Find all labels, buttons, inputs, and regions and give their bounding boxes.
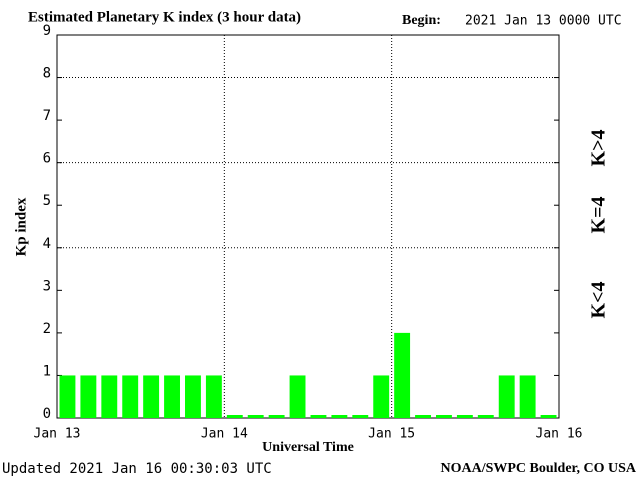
x-tick-label: Jan 15 bbox=[368, 427, 415, 442]
bar bbox=[80, 375, 97, 418]
bar bbox=[373, 375, 390, 418]
bar bbox=[247, 415, 264, 418]
bar bbox=[498, 375, 515, 418]
x-tick-label: Jan 14 bbox=[201, 427, 248, 442]
begin-label: Begin: bbox=[402, 13, 441, 28]
y-tick-label: 4 bbox=[43, 236, 51, 252]
y-tick-label: 2 bbox=[43, 321, 51, 337]
y-axis-label: Kp index bbox=[13, 197, 29, 256]
bar bbox=[289, 375, 306, 418]
y-tick-label: 9 bbox=[43, 23, 51, 39]
bar bbox=[519, 375, 536, 418]
y-tick-label: 1 bbox=[43, 363, 51, 379]
bar bbox=[268, 415, 285, 418]
legend-entry: K>4 bbox=[588, 130, 610, 167]
plot-frame bbox=[56, 34, 560, 419]
bar bbox=[185, 375, 201, 418]
y-tick-label: 5 bbox=[43, 193, 51, 209]
legend-entry: K=4 bbox=[588, 197, 610, 234]
bar bbox=[164, 375, 180, 418]
y-tick-label: 6 bbox=[43, 151, 51, 167]
begin-value: 2021 Jan 13 0000 UTC bbox=[465, 14, 622, 29]
bar bbox=[415, 415, 431, 418]
bar bbox=[101, 375, 118, 418]
bar bbox=[456, 415, 473, 418]
bar bbox=[205, 375, 222, 418]
bar bbox=[226, 415, 243, 418]
bar bbox=[122, 375, 139, 418]
x-tick-label: Jan 13 bbox=[34, 427, 81, 442]
x-tick-label: Jan 16 bbox=[536, 427, 583, 442]
bar bbox=[331, 415, 348, 418]
y-tick-label: 3 bbox=[43, 278, 51, 294]
source: NOAA/SWPC Boulder, CO USA bbox=[440, 461, 636, 476]
bar bbox=[436, 415, 452, 418]
y-tick-label: 0 bbox=[43, 406, 51, 422]
y-tick-label: 7 bbox=[43, 108, 51, 124]
bar bbox=[394, 332, 411, 418]
bar bbox=[143, 375, 160, 418]
y-tick-label: 8 bbox=[43, 66, 51, 82]
bar bbox=[477, 415, 494, 418]
bar bbox=[540, 415, 557, 418]
updated: Updated 2021 Jan 16 00:30:03 UTC bbox=[2, 461, 272, 477]
bar bbox=[310, 415, 327, 418]
bar bbox=[59, 375, 76, 418]
x-axis-label: Universal Time bbox=[262, 440, 354, 455]
chart-title: Estimated Planetary K index (3 hour data… bbox=[28, 9, 301, 25]
legend-entry: K<4 bbox=[588, 282, 610, 319]
bar bbox=[352, 415, 369, 418]
